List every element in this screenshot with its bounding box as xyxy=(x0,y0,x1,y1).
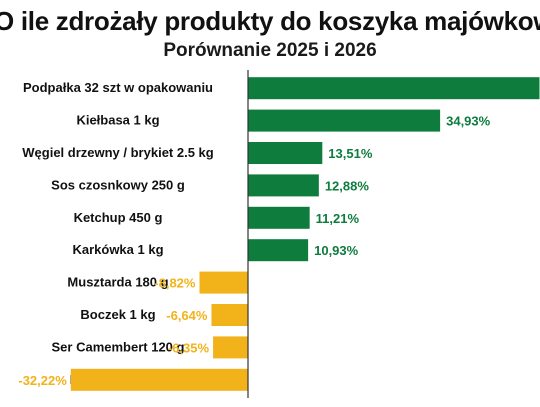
data-label: -32,22% xyxy=(18,373,67,388)
data-label: -8,82% xyxy=(154,276,196,291)
chart-title: O ile zdrożały produkty do koszyka majów… xyxy=(0,6,540,36)
bar xyxy=(248,142,323,164)
chart-subtitle: Porównanie 2025 i 2026 xyxy=(163,40,377,61)
category-label: Boczek 1 kg xyxy=(80,307,155,322)
bar xyxy=(199,271,248,294)
data-label: 11,21% xyxy=(316,211,360,226)
bar xyxy=(248,174,319,197)
category-label: Karkówka 1 kg xyxy=(72,242,163,257)
bar xyxy=(248,239,309,262)
data-label: -6,35% xyxy=(168,340,210,355)
bar xyxy=(211,304,248,326)
bar xyxy=(248,77,540,100)
data-label: 13,51% xyxy=(328,146,373,161)
category-label: Kiełbasa 1 kg xyxy=(76,113,159,128)
data-label: 10,93% xyxy=(314,243,359,258)
bar xyxy=(213,336,248,359)
data-label: -6,64% xyxy=(166,308,208,323)
category-label: Węgiel drzewny / brykiet 2.5 kg xyxy=(22,145,214,160)
category-label: Musztarda 180 g xyxy=(67,275,168,290)
data-label: 12,88% xyxy=(325,178,370,193)
category-label: Podpałka 32 szt w opakowaniu xyxy=(23,80,213,95)
category-label: Ketchup 450 g xyxy=(74,210,163,225)
bar xyxy=(248,206,310,229)
category-label: Ser Camembert 120 g xyxy=(52,339,185,354)
data-label: 34,93% xyxy=(446,114,491,129)
category-label: Sos czosnkowy 250 g xyxy=(51,177,185,192)
bar xyxy=(248,109,441,132)
bar xyxy=(70,368,248,391)
